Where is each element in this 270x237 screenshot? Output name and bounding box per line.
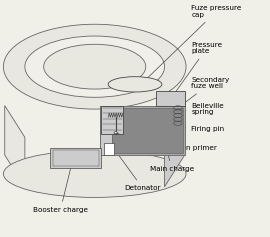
Ellipse shape [114, 132, 117, 134]
Text: Belleville
spring: Belleville spring [126, 103, 224, 115]
Ellipse shape [4, 24, 186, 109]
FancyBboxPatch shape [104, 143, 114, 155]
Text: Pressure
plate: Pressure plate [174, 41, 222, 94]
Ellipse shape [44, 44, 146, 89]
Ellipse shape [108, 77, 162, 92]
Text: Main charge: Main charge [150, 133, 194, 172]
Polygon shape [53, 150, 99, 166]
Text: Firing pin: Firing pin [119, 123, 225, 132]
Polygon shape [112, 108, 183, 153]
Text: Detonator: Detonator [116, 151, 161, 191]
Text: Fuze pressure
cap: Fuze pressure cap [148, 5, 242, 78]
Polygon shape [50, 148, 102, 168]
Ellipse shape [25, 36, 164, 97]
Ellipse shape [4, 150, 186, 197]
Polygon shape [164, 105, 185, 187]
Polygon shape [157, 91, 185, 105]
Polygon shape [100, 105, 185, 155]
Polygon shape [5, 105, 25, 187]
Text: Booster charge: Booster charge [33, 166, 88, 213]
FancyBboxPatch shape [102, 105, 123, 134]
Polygon shape [100, 105, 112, 155]
Text: Secondary
fuze well: Secondary fuze well [180, 77, 230, 106]
Text: Percussion primer: Percussion primer [118, 133, 217, 151]
